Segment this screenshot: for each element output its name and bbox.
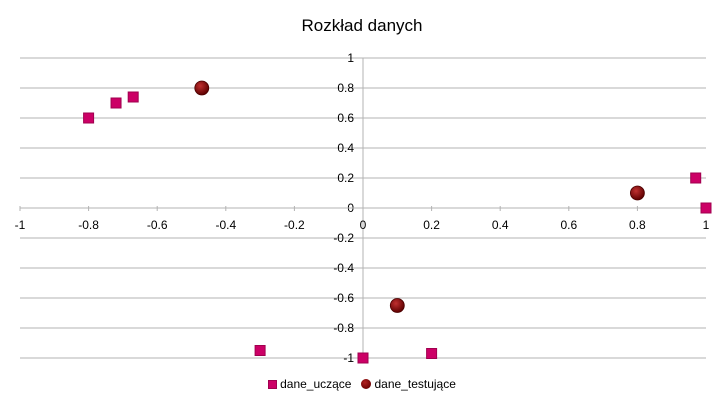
x-tick-label: 0.6 <box>560 218 577 232</box>
y-tick-label: -1 <box>343 351 354 365</box>
legend-item-dane-uczace: dane_uczące <box>268 377 351 391</box>
x-tick-label: -0.2 <box>284 218 305 232</box>
point-dane-uczace <box>700 202 712 214</box>
point-dane-uczace <box>357 352 369 364</box>
y-tick-label: 0.2 <box>337 171 354 185</box>
circle-marker-icon <box>361 379 372 389</box>
x-tick-label: -0.6 <box>147 218 168 232</box>
chart-title: Rozkład danych <box>301 16 423 35</box>
x-tick-label: 0.4 <box>492 218 509 232</box>
y-tick-label: 0.6 <box>337 111 354 125</box>
point-dane-uczace <box>254 345 266 356</box>
legend-item-dane-testujace: dane_testujące <box>361 377 456 391</box>
x-tick-label: -0.4 <box>215 218 236 232</box>
point-dane-uczace <box>83 112 95 124</box>
point-dane-uczace <box>426 348 438 359</box>
x-tick-label: 1 <box>703 218 710 232</box>
y-tick-label: 0.4 <box>337 141 354 155</box>
legend: dane_uczące dane_testujące <box>0 377 724 391</box>
legend-label-dane-testujace: dane_testujące <box>374 377 456 391</box>
y-tick-label: 1 <box>347 51 354 65</box>
x-tick-label: 0.8 <box>629 218 646 232</box>
x-tick-label: 0.2 <box>423 218 440 232</box>
point-dane-testujace <box>389 298 405 313</box>
y-tick-label: 0.8 <box>337 81 354 95</box>
x-tick-label: 0 <box>360 218 367 232</box>
y-tick-label: -0.8 <box>333 321 354 335</box>
point-dane-uczace <box>690 172 702 184</box>
y-tick-label: -0.4 <box>333 261 354 275</box>
x-tick-label: -0.8 <box>78 218 99 232</box>
point-dane-uczace <box>110 97 122 109</box>
point-dane-testujace <box>630 185 645 201</box>
x-tick-label: -1 <box>15 218 26 232</box>
point-dane-uczace <box>127 91 139 103</box>
legend-label-dane-uczace: dane_uczące <box>280 377 352 391</box>
y-tick-label: -0.2 <box>333 231 354 245</box>
square-marker-icon <box>268 379 278 389</box>
point-dane-testujace <box>194 80 210 96</box>
y-tick-label: -0.6 <box>333 291 354 305</box>
scatter-plot: 1 0.8 0.6 0.4 0.2 0 -0.2 -0.4 -0.6 -0.8 -1 -1 -0.8 -0… <box>15 51 712 365</box>
